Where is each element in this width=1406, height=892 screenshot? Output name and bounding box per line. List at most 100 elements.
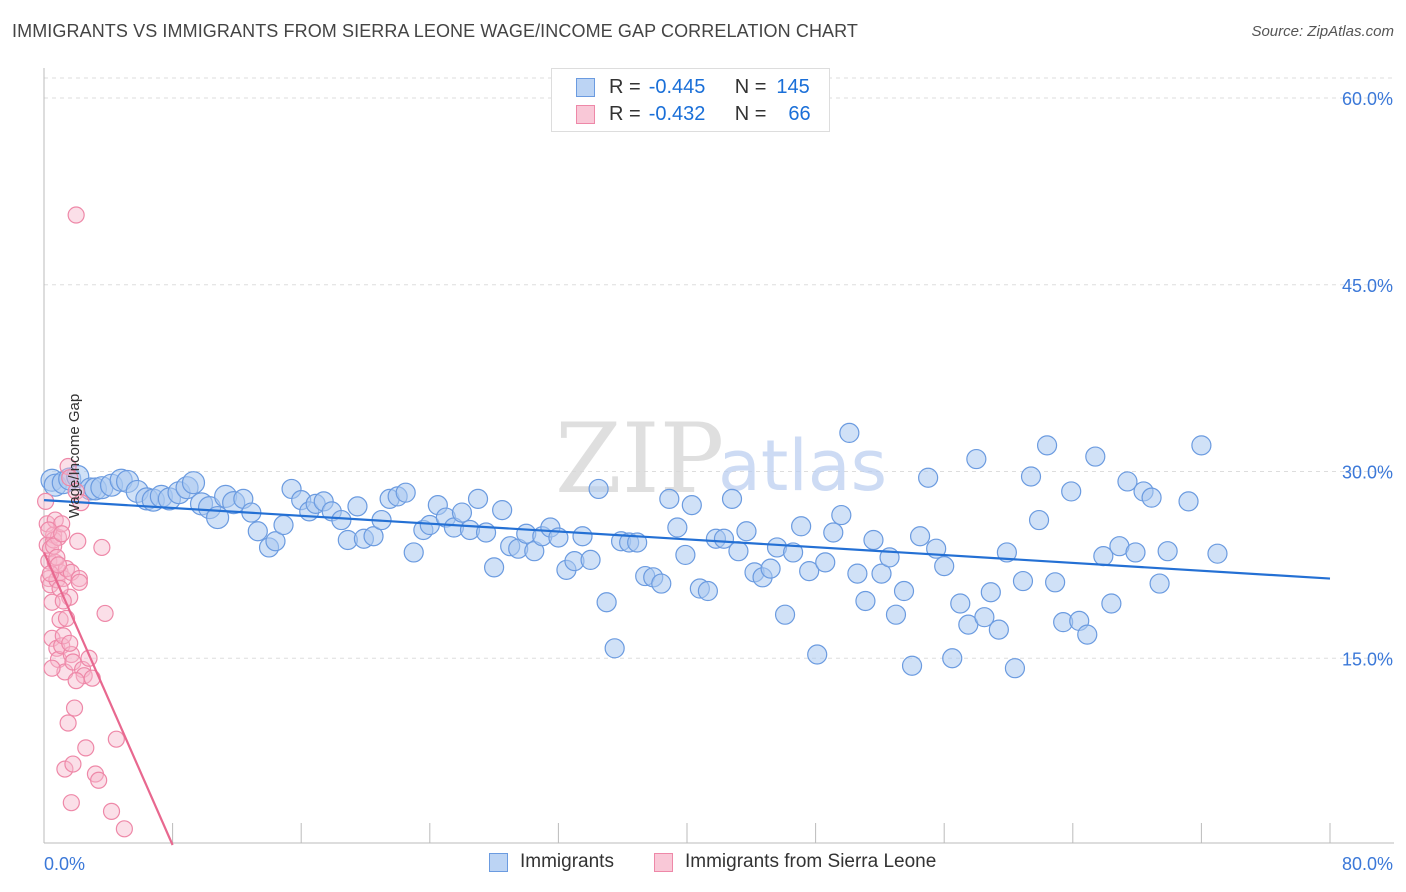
sierra-leone-point [43,659,61,677]
sierra-leone-point [70,569,88,588]
immigrants-point [980,582,1001,603]
immigrants-point [1085,446,1106,467]
immigrants-point [1125,542,1146,563]
immigrants-point [847,563,868,584]
immigrants-point [347,496,368,517]
sierra-leone-point [45,537,63,555]
immigrants-point [1036,435,1058,456]
legend-n-label: N = [734,75,767,98]
immigrants-point [1117,471,1138,492]
immigrants-point [451,502,473,523]
immigrants-point [918,467,939,488]
bottom-legend-swatch-blue [489,852,508,872]
immigrants-point [403,542,424,563]
immigrants-point [950,593,971,614]
immigrants-point [273,514,294,536]
immigrants-point [1157,541,1178,562]
immigrants-point [1178,491,1199,512]
sierra-leone-point [67,206,85,224]
immigrants-point [728,541,749,562]
sierra-leone-point [65,699,84,717]
immigrants-point [831,504,852,526]
y-axis-label: Wage/Income Gap [65,393,83,519]
sierra-leone-point [115,820,133,838]
axes [43,68,1394,844]
immigrants-point [807,644,828,665]
immigrants-point [815,552,836,573]
immigrants-point [697,580,718,602]
tick-labels: 15.0% 30.0% 45.0% 60.0% 0.0% 80.0% [44,89,1393,874]
legend-r-value: -0.432 [648,102,706,125]
legend-swatch-blue [576,77,595,97]
sierra-leone-point [107,730,125,748]
immigrants-point [1061,481,1082,502]
sierra-leone-point [59,714,77,732]
immigrants-point [395,482,416,503]
immigrants-point [1020,466,1042,487]
immigrants-point [1028,509,1050,531]
y-tick-label: 45.0% [1342,276,1393,296]
immigrants-point [974,607,995,628]
immigrants-point [659,488,680,509]
immigrants-point [181,471,206,495]
legend-r-label: R = [609,102,641,125]
sierra-leone-point [51,611,69,629]
immigrants-point [760,558,781,579]
immigrants-point [871,563,892,584]
immigrants-point [331,509,352,531]
sierra-leone-point [90,771,108,789]
sierra-leone-point [102,802,121,820]
immigrants-point [247,521,268,542]
immigrants-point [675,544,696,566]
immigrants-point [996,542,1017,563]
immigrants-point [572,526,593,547]
immigrants-point [782,542,804,563]
immigrants-point [627,532,648,553]
immigrants-point [901,655,923,676]
legend-r-label: R = [609,75,641,98]
sierra-leone-trendline [42,551,174,846]
sierra-leone-point [77,739,95,757]
correlation-legend: R = -0.445 N = 145 R = -0.432 N = 66 [551,68,830,132]
immigrants-point [1045,572,1066,593]
immigrants-point [885,604,907,625]
watermark: ZIP atlas [555,403,887,515]
bottom-legend-label: Immigrants from Sierra Leone [685,851,937,872]
immigrants-point [799,560,820,582]
immigrants-point [721,488,743,509]
watermark-atlas: atlas [718,425,887,507]
immigrants-point [265,531,286,552]
immigrants-point [1141,487,1162,508]
immigrants-point [667,517,688,538]
bottom-legend-immigrants: Immigrants [489,851,614,873]
legend-n-value: 145 [776,75,810,98]
sierra-leone-point [69,532,87,550]
x-tick-label: 0.0% [44,854,85,874]
immigrants-point [791,516,812,537]
immigrants-point [580,549,601,570]
series-sierra-leone-points [37,206,133,838]
sierra-leone-point [93,538,111,557]
immigrants-point [823,522,844,543]
sierra-leone-point [96,604,114,623]
legend-n-value: 66 [788,102,811,125]
immigrants-point [909,526,931,547]
y-tick-label: 60.0% [1342,89,1393,109]
y-tick-label: 15.0% [1342,649,1393,669]
immigrants-point [1191,435,1212,456]
immigrants-point [467,488,489,509]
immigrants-point [1101,593,1122,614]
immigrants-point [604,638,625,659]
legend-r-value: -0.445 [648,75,706,98]
bottom-legend-swatch-pink [654,852,673,872]
legend-swatch-pink [576,104,595,124]
bottom-legend-sierra-leone: Immigrants from Sierra Leone [654,851,936,873]
sierra-leone-point [67,672,85,690]
immigrants-trendline [43,499,1331,580]
sierra-leone-point [62,794,80,812]
immigrants-point [774,604,796,625]
immigrants-point [1004,658,1026,679]
immigrants-point [863,529,884,551]
immigrants-point [839,422,860,444]
